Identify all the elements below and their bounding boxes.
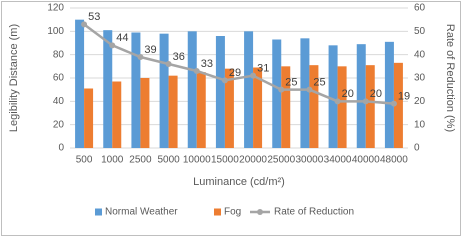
y-tick-label: 120 xyxy=(47,3,64,14)
bar xyxy=(75,19,85,148)
bar xyxy=(300,38,310,149)
y2-axis-title: Rate of Reduction (%) xyxy=(444,24,456,132)
y-tick-label: 40 xyxy=(53,96,65,107)
y-axis-title: Legibility Distance (m) xyxy=(8,24,20,132)
data-label: 19 xyxy=(398,91,410,103)
data-label: 29 xyxy=(229,67,241,79)
legend-marker xyxy=(214,208,221,216)
bar xyxy=(140,78,150,148)
x-tick-label: 2500 xyxy=(129,155,152,166)
data-label: 20 xyxy=(370,88,382,100)
data-label: 31 xyxy=(257,63,269,75)
x-tick-label: 40000 xyxy=(352,155,380,166)
point xyxy=(362,98,369,105)
y2-tick-label: 40 xyxy=(414,49,426,60)
y-tick-label: 60 xyxy=(53,73,65,84)
x-tick-label: 25000 xyxy=(267,155,295,166)
point xyxy=(137,54,144,60)
x-tick-label: 500 xyxy=(76,155,93,166)
x-tick-label: 5000 xyxy=(157,155,180,166)
bar xyxy=(168,75,178,148)
x-tick-label: 1000 xyxy=(101,155,124,166)
y-tick-label: 100 xyxy=(47,26,64,37)
y2-tick-label: 10 xyxy=(414,119,426,130)
y2-tick-label: 60 xyxy=(414,3,426,14)
bar xyxy=(112,81,122,148)
data-label: 36 xyxy=(173,51,185,63)
y2-tick-label: 50 xyxy=(414,26,426,37)
data-label: 44 xyxy=(116,32,128,44)
x-tick-label: 48000 xyxy=(380,155,408,166)
line xyxy=(83,23,395,105)
x-tick-label: 10000 xyxy=(183,155,211,166)
bar xyxy=(309,65,319,148)
bar xyxy=(244,31,254,148)
legend-label: Fog xyxy=(224,207,241,218)
point xyxy=(221,77,228,84)
y2-tick-label: 30 xyxy=(414,73,426,84)
data-label: 39 xyxy=(144,44,156,56)
y-tick-label: 20 xyxy=(53,119,65,130)
bar xyxy=(253,67,263,148)
x-tick-label: 34000 xyxy=(324,155,352,166)
data-label: 53 xyxy=(88,11,100,23)
legend-label: Normal Weather xyxy=(105,207,178,218)
bar xyxy=(384,41,394,149)
x-axis-title: Luminance (cd/m²) xyxy=(193,176,285,188)
point xyxy=(250,72,257,79)
x-tick-label: 15000 xyxy=(211,155,239,166)
bar xyxy=(393,62,403,149)
bar xyxy=(103,30,113,149)
point xyxy=(278,86,285,93)
x-tick-label: 30000 xyxy=(296,155,324,166)
bar xyxy=(365,65,375,148)
x-tick-label: 20000 xyxy=(239,155,267,166)
legend-label: Rate of Reduction xyxy=(274,207,354,218)
point xyxy=(193,68,200,74)
legend-marker xyxy=(257,209,263,215)
y-tick-label: 0 xyxy=(58,143,64,154)
bar xyxy=(159,33,169,148)
chart: Legibility Distance (m) Rate of Reductio… xyxy=(1,1,461,236)
point xyxy=(334,98,341,105)
y-tick-label: 80 xyxy=(53,49,65,60)
data-label: 25 xyxy=(313,77,325,89)
bar xyxy=(328,45,338,149)
point xyxy=(81,21,88,28)
point xyxy=(390,100,397,107)
point xyxy=(165,61,172,67)
bar xyxy=(187,31,197,148)
bar xyxy=(224,68,234,148)
bar xyxy=(272,39,282,148)
bar xyxy=(281,66,291,148)
point xyxy=(306,86,313,93)
bar xyxy=(337,66,347,148)
data-label: 25 xyxy=(285,77,297,89)
bar xyxy=(215,36,225,148)
bar xyxy=(84,88,94,148)
bar xyxy=(196,72,206,148)
bar xyxy=(131,32,141,148)
legend-marker xyxy=(95,208,102,216)
point xyxy=(109,42,116,49)
y2-tick-label: 20 xyxy=(414,96,426,107)
data-label: 20 xyxy=(342,88,354,100)
y2-tick-label: 0 xyxy=(414,143,420,154)
bar xyxy=(356,44,366,148)
data-label: 33 xyxy=(201,58,213,70)
